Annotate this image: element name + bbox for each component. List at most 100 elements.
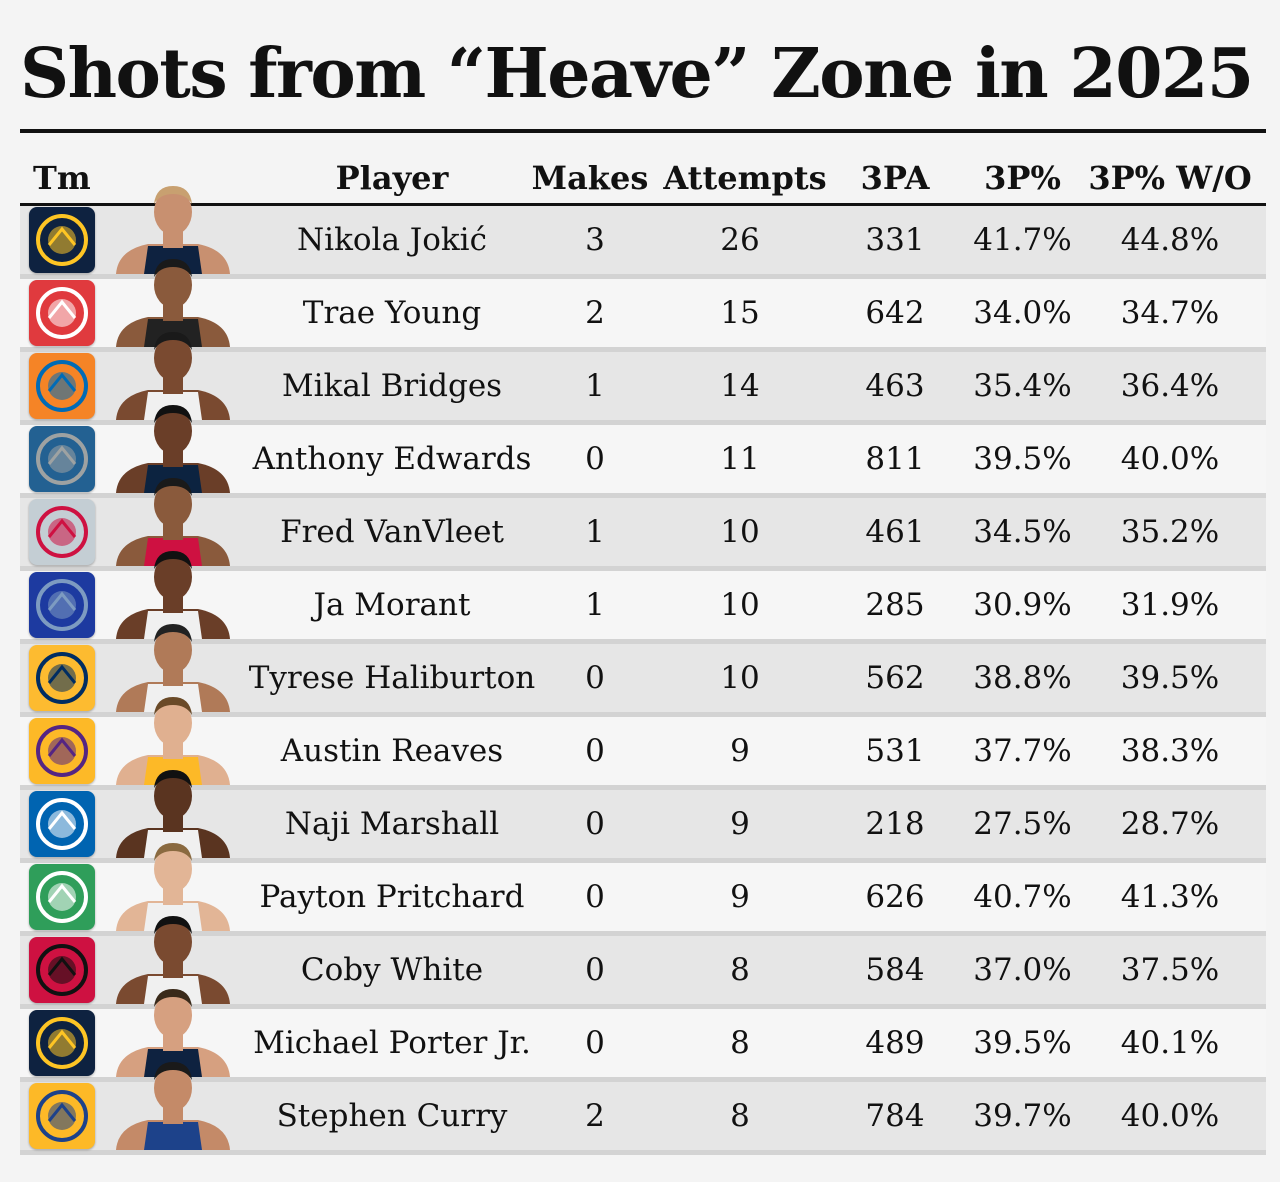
three-pa-value: 626	[865, 879, 925, 915]
title-divider	[20, 129, 1266, 133]
data-table: Nikola Jokić 3 26 331 41.7% 44.8% Trae Young 2 1…	[20, 186, 1266, 1155]
three-pa-value: 218	[865, 806, 925, 842]
three-pa-value: 285	[865, 587, 925, 623]
player-name: Payton Pritchard	[259, 879, 525, 915]
table-row: Michael Porter Jr. 0 8 489 39.5% 40.1%	[20, 989, 1266, 1082]
three-pa-value: 331	[865, 222, 925, 258]
attempts-value: 8	[730, 1098, 750, 1134]
header-player: Player	[335, 159, 449, 197]
table-row: Payton Pritchard 0 9 626 40.7% 41.3%	[20, 843, 1266, 936]
row-separator	[20, 639, 1266, 644]
attempts-value: 10	[720, 587, 760, 623]
three-pa-value: 489	[865, 1025, 925, 1061]
denver-nuggets-logo-icon	[29, 1010, 95, 1076]
three-pct-wo-value: 37.5%	[1120, 952, 1220, 988]
player-name: Mikal Bridges	[281, 368, 503, 404]
three-pa-value: 562	[865, 660, 925, 696]
player-name: Michael Porter Jr.	[253, 1025, 531, 1061]
three-pct-value: 38.8%	[973, 660, 1072, 696]
table-row: Stephen Curry 2 8 784 39.7% 40.0%	[20, 1062, 1266, 1155]
row-separator	[20, 712, 1266, 717]
player-name: Stephen Curry	[276, 1098, 508, 1134]
makes-value: 0	[585, 1025, 605, 1061]
header-makes: Makes	[531, 159, 649, 197]
three-pa-value: 463	[865, 368, 925, 404]
makes-value: 0	[585, 660, 605, 696]
makes-value: 2	[585, 295, 605, 331]
table-row: Anthony Edwards 0 11 811 39.5% 40.0%	[20, 405, 1266, 498]
attempts-value: 8	[730, 1025, 750, 1061]
row-separator	[20, 347, 1266, 352]
player-headshot-icon	[108, 1056, 238, 1150]
dallas-mavericks-logo-icon	[29, 791, 95, 857]
three-pct-wo-value: 28.7%	[1120, 806, 1220, 842]
three-pct-wo-value: 40.0%	[1120, 1098, 1220, 1134]
indiana-pacers-logo-icon	[29, 645, 95, 711]
table-row: Ja Morant 1 10 285 30.9% 31.9%	[20, 551, 1266, 644]
header-team: Tm	[33, 159, 91, 197]
attempts-value: 26	[720, 222, 760, 258]
three-pct-value: 34.5%	[973, 514, 1072, 550]
player-name: Coby White	[300, 952, 484, 988]
three-pct-value: 40.7%	[973, 879, 1072, 915]
player-name: Anthony Edwards	[252, 441, 532, 477]
player-headshot-icon	[108, 472, 238, 566]
player-name: Fred VanVleet	[280, 514, 504, 550]
player-name: Tyrese Haliburton	[248, 660, 536, 696]
three-pct-wo-value: 31.9%	[1120, 587, 1220, 623]
three-pa-value: 784	[865, 1098, 925, 1134]
three-pa-value: 461	[865, 514, 925, 550]
attempts-value: 9	[730, 733, 750, 769]
header-3p-pct: 3P%	[984, 159, 1061, 197]
page-title: Shots from “Heave” Zone in 2025	[20, 34, 1254, 114]
three-pct-value: 39.5%	[973, 441, 1072, 477]
three-pa-value: 531	[865, 733, 925, 769]
three-pct-wo-value: 35.2%	[1120, 514, 1220, 550]
row-separator	[20, 566, 1266, 571]
three-pct-wo-value: 39.5%	[1120, 660, 1220, 696]
three-pct-wo-value: 44.8%	[1120, 222, 1220, 258]
three-pct-value: 30.9%	[973, 587, 1072, 623]
makes-value: 0	[585, 952, 605, 988]
three-pct-wo-value: 40.0%	[1120, 441, 1220, 477]
header-3p-pct-wo: 3P% W/O	[1088, 159, 1252, 197]
row-separator	[20, 931, 1266, 936]
atlanta-hawks-logo-icon	[29, 280, 95, 346]
three-pct-value: 39.7%	[973, 1098, 1072, 1134]
denver-nuggets-logo-icon	[29, 207, 95, 273]
player-name: Nikola Jokić	[297, 222, 487, 258]
table-row: Fred VanVleet 1 10 461 34.5% 35.2%	[20, 478, 1266, 571]
row-separator	[20, 1077, 1266, 1082]
golden-state-warriors-logo-icon	[29, 1083, 95, 1149]
attempts-value: 8	[730, 952, 750, 988]
player-name: Ja Morant	[313, 587, 471, 623]
three-pa-value: 811	[865, 441, 925, 477]
attempts-value: 10	[720, 514, 760, 550]
three-pct-value: 35.4%	[973, 368, 1072, 404]
makes-value: 1	[585, 587, 605, 623]
makes-value: 3	[585, 222, 605, 258]
row-separator	[20, 1150, 1266, 1155]
player-name: Trae Young	[302, 295, 482, 331]
row-separator	[20, 785, 1266, 790]
makes-value: 2	[585, 1098, 605, 1134]
three-pa-value: 642	[865, 295, 925, 331]
player-name: Naji Marshall	[284, 806, 500, 842]
makes-value: 0	[585, 879, 605, 915]
houston-rockets-logo-icon	[29, 499, 95, 565]
row-separator	[20, 493, 1266, 498]
row-separator	[20, 274, 1266, 279]
boston-celtics-logo-icon	[29, 864, 95, 930]
chicago-bulls-logo-icon	[29, 937, 95, 1003]
three-pct-wo-value: 36.4%	[1120, 368, 1220, 404]
attempts-value: 15	[720, 295, 760, 331]
makes-value: 1	[585, 514, 605, 550]
table-row: Mikal Bridges 1 14 463 35.4% 36.4%	[20, 332, 1266, 425]
los-angeles-lakers-logo-icon	[29, 718, 95, 784]
row-separator	[20, 858, 1266, 863]
header-divider	[20, 203, 1266, 206]
header-attempts: Attempts	[663, 159, 827, 197]
three-pct-value: 41.7%	[973, 222, 1072, 258]
three-pct-value: 34.0%	[973, 295, 1072, 331]
three-pct-wo-value: 40.1%	[1120, 1025, 1220, 1061]
